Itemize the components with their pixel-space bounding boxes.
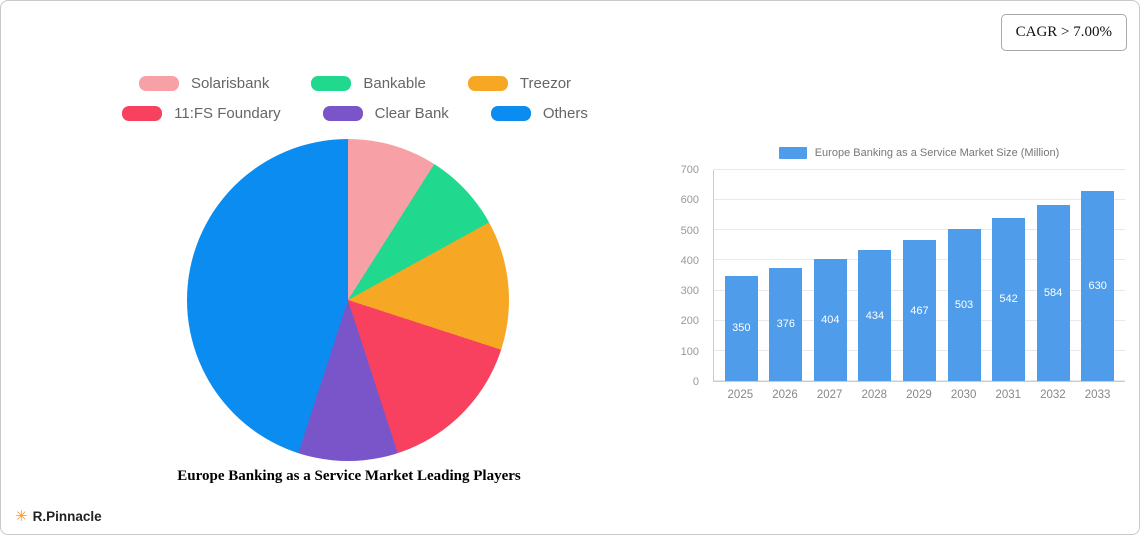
brand-name: R.Pinnacle <box>32 509 102 524</box>
bar-value-label: 503 <box>954 299 974 312</box>
y-tick-label: 700 <box>680 164 699 176</box>
legend-swatch <box>490 106 531 121</box>
pie-chart[interactable] <box>187 139 509 461</box>
x-tick-label: 2032 <box>1040 389 1066 401</box>
x-tick-label: 2029 <box>906 389 932 401</box>
y-tick-label: 200 <box>680 315 699 328</box>
legend-label: 11:FS Foundary <box>174 105 281 122</box>
legend-item-clear-bank[interactable]: Clear Bank <box>322 105 449 122</box>
x-axis-labels: 2025 2026 2027 2028 2029 2030 2031 2032 2033 <box>713 389 1125 401</box>
y-tick-label: 600 <box>680 194 699 207</box>
bar-value-label: 350 <box>732 322 751 335</box>
bar-chart-area: Europe Banking as a Service Market Size … <box>667 147 1125 401</box>
bar-2028[interactable]: 434 <box>858 250 892 381</box>
x-tick-label: 2033 <box>1084 389 1111 401</box>
x-tick-label: 2027 <box>816 389 843 401</box>
legend-item-others[interactable]: Others <box>490 105 588 122</box>
brand-logo: ✳ R.Pinnacle <box>15 509 102 524</box>
legend-label: Treezor <box>519 75 572 92</box>
gridline <box>714 199 1125 201</box>
legend-item-11-fs-foundary[interactable]: 11:FS Foundary <box>122 105 281 122</box>
legend-item-solarisbank[interactable]: Solarisbank <box>138 75 270 92</box>
bar-chart-legend[interactable]: Europe Banking as a Service Market Size … <box>713 147 1125 159</box>
bar-value-label: 467 <box>910 304 929 317</box>
bar-2032[interactable]: 584 <box>1036 204 1070 381</box>
cagr-badge: CAGR > 7.00% <box>1000 14 1127 51</box>
bar-2033[interactable]: 630 <box>1081 191 1115 381</box>
legend-label: Bankable <box>363 75 426 92</box>
legend-swatch <box>138 76 179 91</box>
pie-chart-title: Europe Banking as a Service Market Leadi… <box>177 468 521 484</box>
y-tick-label: 400 <box>680 254 699 267</box>
bar-value-label: 434 <box>865 309 885 322</box>
bar-value-label: 630 <box>1088 280 1107 293</box>
y-tick-label: 100 <box>680 345 699 358</box>
bar-value-label: 584 <box>1043 286 1063 299</box>
bar-2029[interactable]: 467 <box>902 240 936 381</box>
bar-legend-label: Europe Banking as a Service Market Size … <box>814 147 1060 159</box>
y-tick-label: 300 <box>680 285 699 298</box>
legend-swatch <box>322 106 363 121</box>
bar-2030[interactable]: 503 <box>947 229 981 381</box>
y-axis-labels: 0 100 200 300 400 500 600 700 <box>667 164 705 388</box>
legend-item-treezor[interactable]: Treezor <box>467 75 572 92</box>
legend-label: Clear Bank <box>374 105 449 122</box>
bar-value-label: 376 <box>776 318 795 331</box>
legend-label: Others <box>542 105 588 122</box>
asterisk-icon: ✳ <box>15 508 28 525</box>
cagr-text: CAGR > 7.00% <box>1015 24 1112 40</box>
legend-swatch <box>467 76 508 91</box>
bar-plot-area: 0 100 200 300 400 500 600 700 350 376 404 434 467 50… <box>681 164 1125 388</box>
bar-value-label: 404 <box>821 314 840 327</box>
pie-legend: Solarisbank Bankable Treezor 11:FS Foundary… <box>39 75 671 122</box>
bar-plot: 350 376 404 434 467 503 542 584 630 <box>713 169 1125 382</box>
x-tick-label: 2025 <box>727 389 754 401</box>
bar-2031[interactable]: 542 <box>992 217 1026 381</box>
legend-label: Solarisbank <box>190 75 270 92</box>
legend-swatch <box>311 76 352 91</box>
x-tick-label: 2031 <box>995 389 1022 401</box>
legend-swatch <box>122 106 163 121</box>
x-tick-label: 2026 <box>772 389 798 401</box>
legend-item-bankable[interactable]: Bankable <box>311 75 426 92</box>
y-tick-label: 0 <box>692 376 699 388</box>
x-tick-label: 2030 <box>950 389 977 401</box>
gridline <box>714 229 1125 231</box>
gridline <box>714 169 1125 170</box>
bar-2025[interactable]: 350 <box>724 275 758 381</box>
bar-2027[interactable]: 404 <box>813 259 847 381</box>
x-tick-label: 2028 <box>861 389 888 401</box>
bar-legend-swatch <box>778 147 807 159</box>
bar-value-label: 542 <box>999 293 1018 306</box>
bars: 350 376 404 434 467 503 542 584 630 <box>714 170 1125 381</box>
bar-2026[interactable]: 376 <box>769 267 803 381</box>
y-tick-label: 500 <box>680 224 699 237</box>
